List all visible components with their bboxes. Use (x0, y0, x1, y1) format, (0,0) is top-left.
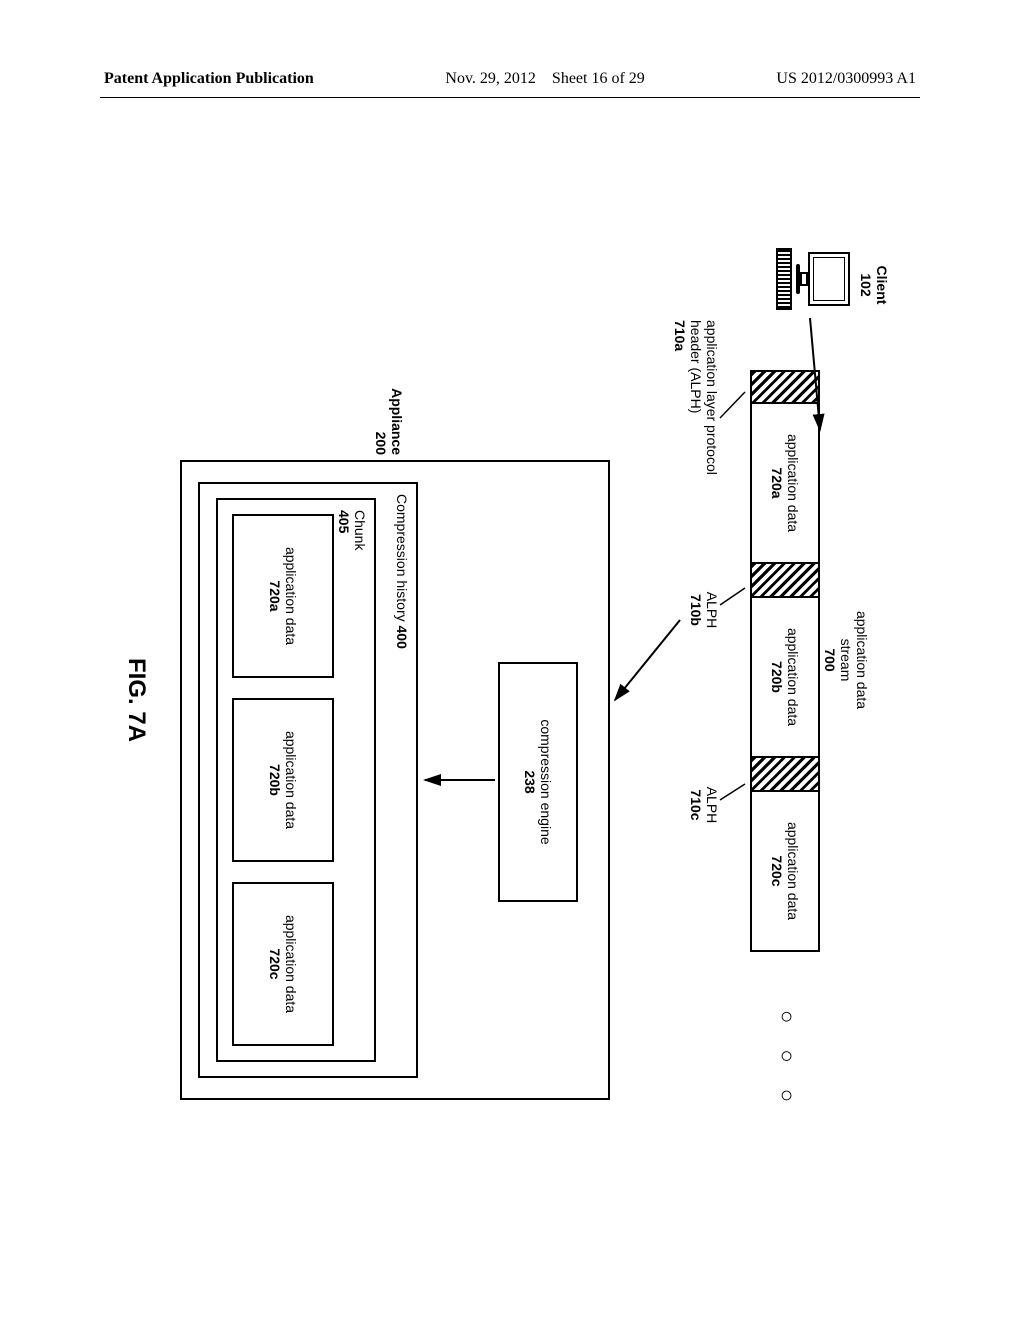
data-720b-label: application data (785, 628, 801, 726)
chunk-box: Chunk 405 application data 720a (216, 498, 376, 1062)
chunk-720a-label: application data (283, 547, 299, 645)
compression-engine-label: compression engine (538, 719, 554, 844)
chunk-720c-ref: 720c (267, 948, 283, 979)
appliance-ref: 200 (373, 432, 389, 455)
sheet-number: Sheet 16 of 29 (552, 70, 645, 87)
data-720b-ref: 720b (769, 661, 785, 693)
publication-type: Patent Application Publication (104, 70, 314, 91)
compression-history-title: Compression history 400 (394, 494, 410, 649)
alph-box-710a (750, 370, 820, 404)
alph-label-710b: ALPH 710b (688, 570, 720, 650)
appliance-box: compression engine 238 Compression histo… (180, 460, 610, 1100)
data-720a-label: application data (785, 434, 801, 532)
client-name: Client (874, 266, 890, 305)
figure-wrap: Client 102 application data stream 700 (100, 200, 920, 1200)
data-720c-ref: 720c (769, 855, 785, 886)
history-label: Compression history (394, 494, 410, 622)
chunk-label: Chunk (352, 510, 368, 550)
chunk-row: application data 720a application data 7… (232, 514, 334, 1046)
header-center: Nov. 29, 2012 Sheet 16 of 29 (445, 70, 644, 91)
alph-710a-ref: 710a (672, 320, 688, 351)
client-ref: 102 (858, 273, 874, 296)
stream-ellipsis: ○ ○ ○ (774, 1010, 800, 1112)
data-720c-label: application data (785, 822, 801, 920)
chunk-cell-720b: application data 720b (232, 698, 334, 862)
data-box-720a: application data 720a (750, 404, 820, 564)
chunk-cell-720a: application data 720a (232, 514, 334, 678)
stream-title-l2: stream (838, 639, 854, 682)
compression-engine-box: compression engine 238 (498, 662, 578, 902)
page: Patent Application Publication Nov. 29, … (100, 70, 920, 1250)
chunk-720b-label: application data (283, 731, 299, 829)
publication-number: US 2012/0300993 A1 (776, 70, 916, 91)
alph-label-710c: ALPH 710c (688, 765, 720, 845)
chunk-cell-720c: application data 720c (232, 882, 334, 1046)
data-720a-ref: 720a (769, 467, 785, 498)
chunk-720a-ref: 720a (267, 580, 283, 611)
chunk-title: Chunk 405 (336, 510, 368, 550)
alph-box-710b (750, 564, 820, 598)
stream-ref: 700 (822, 648, 838, 671)
alph-label-710a: application layer protocol header (ALPH)… (672, 320, 720, 500)
alph-710c-ref: 710c (688, 789, 704, 820)
stream-row: application data 720a application data 7… (750, 370, 820, 1020)
alph-full-label: application layer protocol header (ALPH) (688, 320, 720, 475)
data-box-720b: application data 720b (750, 598, 820, 758)
alph-710b-short: ALPH (704, 592, 720, 629)
client-label: Client 102 (858, 250, 890, 320)
chunk-ref: 405 (336, 510, 352, 533)
pub-date: Nov. 29, 2012 (445, 70, 536, 87)
client-computer-icon (772, 240, 850, 318)
alph-710b-ref: 710b (688, 594, 704, 626)
page-header: Patent Application Publication Nov. 29, … (100, 70, 920, 98)
alph-710c-short: ALPH (704, 787, 720, 824)
appliance-label: Appliance 200 (373, 385, 405, 455)
alph-box-710c (750, 758, 820, 792)
stream-title-l1: application data (854, 611, 870, 709)
chunk-720b-ref: 720b (267, 764, 283, 796)
compression-history-box: Compression history 400 Chunk 405 applic… (198, 482, 418, 1078)
chunk-720c-label: application data (283, 915, 299, 1013)
figure-title: FIG. 7A (122, 200, 150, 1200)
compression-engine-ref: 238 (522, 770, 538, 793)
appliance-name: Appliance (389, 388, 405, 455)
history-ref: 400 (394, 626, 410, 649)
stream-title: application data stream 700 (822, 570, 870, 750)
figure-7a: Client 102 application data stream 700 (100, 200, 920, 1200)
data-box-720c: application data 720c (750, 792, 820, 952)
